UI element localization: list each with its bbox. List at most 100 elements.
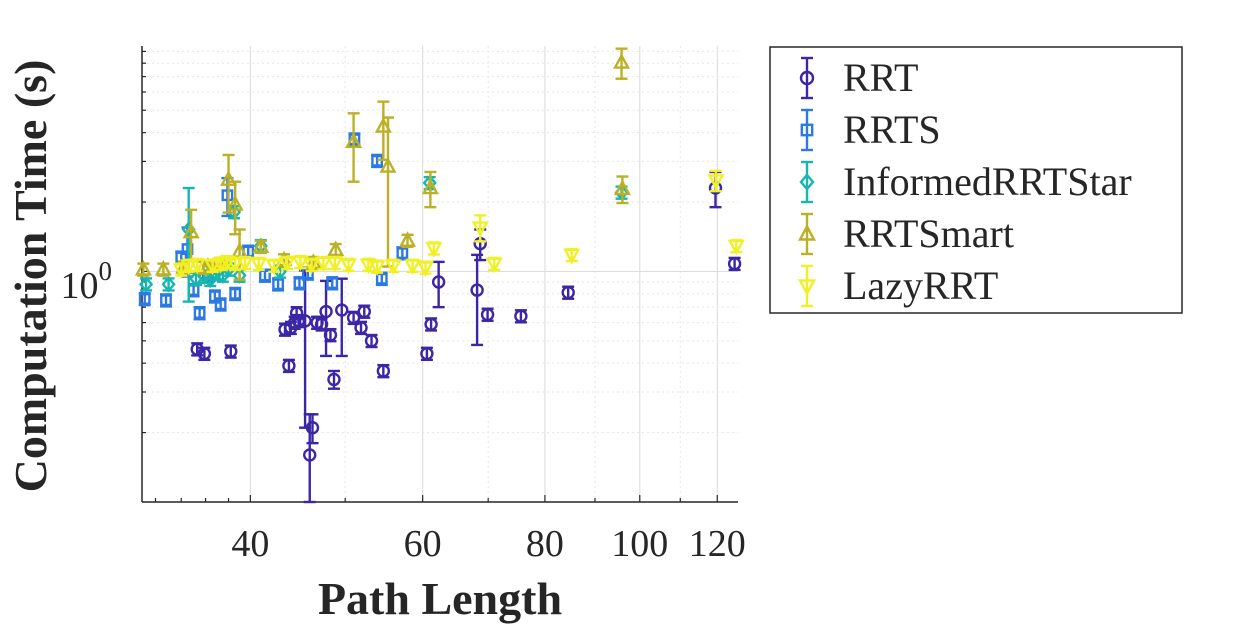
data-point [374,117,392,133]
x-tick-label: 40 [231,523,269,565]
data-point [396,247,409,260]
legend-marker [797,223,817,241]
data-point [424,317,438,331]
data-point [197,346,212,361]
data-point [161,275,176,293]
data-point [180,259,198,276]
legend-label: InformedRRTStar [843,159,1132,204]
y-axis-title: Computation Time (s) [5,60,56,493]
series-layer [134,47,745,504]
data-point [154,259,172,276]
data-point [252,237,270,253]
legend-marker [797,279,817,297]
legend-marker [800,123,814,137]
data-point [291,255,309,272]
data-point [236,256,254,273]
data-point [226,195,244,211]
x-tick-label: 120 [689,523,746,565]
data-point [293,277,306,290]
data-point [193,307,206,319]
series-rrt [190,170,742,504]
data-point [561,285,575,300]
data-point [613,179,631,196]
legend-label: RRTSmart [843,211,1014,256]
data-point [345,132,363,148]
data-point [707,174,725,191]
data-point [220,170,238,186]
data-point [272,278,284,291]
data-point [303,448,317,462]
data-point [327,240,345,257]
y-tick-label: 100 [61,256,113,307]
legend-label: RRTS [843,107,941,152]
legend-entry: RRTS [800,107,941,152]
data-point [384,259,402,276]
data-point [214,298,227,311]
x-ticks: 40 60 80 100 120 [154,495,746,565]
data-point [420,346,434,361]
data-point [134,259,152,276]
data-point [514,309,528,323]
legend: RRT RRTS InformedRRTStar RRTSmart LazyRRT [769,46,1183,314]
legend-box [769,46,1183,314]
data-point [431,275,446,289]
data-point [485,257,503,274]
data-point [160,294,172,307]
data-point [364,334,379,348]
data-point [327,372,341,387]
data-point [138,293,151,305]
y-ticks [142,50,149,434]
data-point [613,53,631,69]
data-point [232,267,247,284]
data-point [323,328,338,342]
data-point [326,277,339,290]
data-point [727,257,742,271]
x-tick-label: 60 [404,523,442,565]
y-tick-label-base: 10 [61,265,99,307]
data-point [357,304,371,319]
data-point [727,239,745,256]
data-point [368,260,386,277]
x-tick-label: 100 [611,523,668,565]
data-point [182,222,200,239]
data-point [471,221,489,238]
data-point [226,257,244,274]
data-point [282,359,296,373]
legend-entry: LazyRRT [797,263,998,308]
data-point [314,256,332,273]
data-point [305,421,320,435]
legend-marker [799,173,815,191]
data-point [224,344,238,359]
data-point [139,275,154,293]
data-point [188,258,206,275]
data-point [399,231,417,247]
grid-lines [142,46,738,502]
x-tick-label: 80 [526,523,564,565]
data-point [404,259,422,276]
data-point [204,259,222,276]
data-point [278,256,296,273]
data-point [172,263,190,279]
data-point [563,248,581,265]
data-point [470,283,484,297]
legend-entry: RRT [799,55,918,100]
x-axis-title: Path Length [318,573,562,624]
data-point [250,257,268,274]
legend-marker [799,70,815,86]
data-point [379,157,397,173]
data-point [265,259,283,276]
series-lazyrrt [172,169,745,279]
data-point [354,321,368,335]
legend-label: RRT [843,55,918,100]
data-point [376,364,391,378]
data-point [375,272,388,285]
series-rrts [138,132,409,321]
legend-label: LazyRRT [843,263,998,308]
data-point [326,256,344,273]
data-point [425,242,443,258]
data-point [421,178,439,195]
data-point [416,261,435,278]
data-point [319,304,333,319]
y-tick-label-exponent: 0 [99,256,113,286]
